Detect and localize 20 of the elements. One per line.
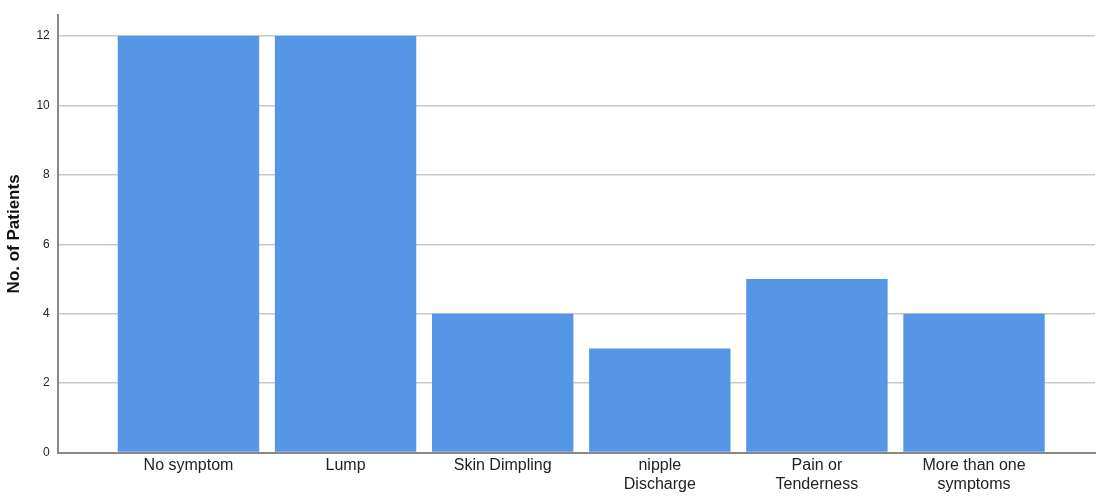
- y-tick-label: 6: [43, 236, 51, 251]
- bar: [589, 348, 731, 452]
- x-tick-label: No symptom: [143, 455, 234, 473]
- bar: [117, 36, 260, 452]
- y-tick-label: 0: [43, 444, 51, 459]
- y-tick-label: 2: [43, 375, 51, 390]
- y-axis-title: No. of Patients: [3, 174, 23, 294]
- y-tick-label: 12: [36, 28, 51, 43]
- x-tick-label: More than one symptoms: [922, 455, 1026, 492]
- y-tick-label: 10: [36, 97, 51, 112]
- x-tick-label: nipple Discharge: [623, 455, 696, 492]
- y-tick-label: 8: [43, 167, 51, 182]
- bar: [903, 313, 1045, 452]
- x-tick-label: Lump: [325, 455, 366, 473]
- x-tick-label: Skin Dimpling: [453, 455, 552, 473]
- x-tick-label: Pain or Tenderness: [775, 455, 859, 492]
- y-tick-label: 4: [43, 306, 51, 321]
- bar: [274, 36, 417, 452]
- bar: [431, 313, 574, 452]
- bar: [746, 279, 888, 452]
